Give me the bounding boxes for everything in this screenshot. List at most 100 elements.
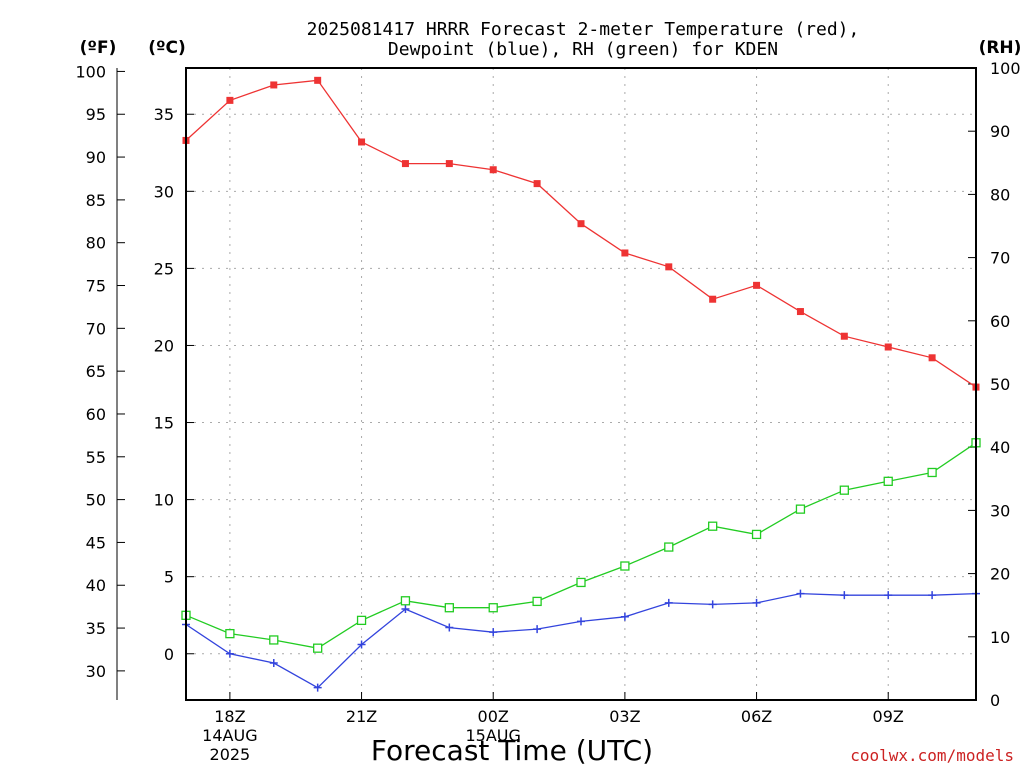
- temperature-line: [185, 79, 977, 388]
- time-tick-label: 03Z: [609, 707, 640, 726]
- fahrenheit-unit-label: (ºF): [80, 38, 117, 58]
- temperature-point: [401, 160, 409, 168]
- celsius-tick-label: 15: [154, 414, 174, 433]
- celsius-tick-label: 20: [154, 336, 174, 355]
- fahrenheit-tick-label: 100: [75, 62, 106, 81]
- relative_humidity-point: [795, 504, 806, 514]
- temperature-point: [928, 354, 936, 362]
- rh-tick-label: 50: [990, 375, 1010, 394]
- fahrenheit-tick-label: 90: [86, 148, 106, 167]
- fahrenheit-tick-label: 80: [86, 234, 106, 253]
- dewpoint-line: [185, 592, 977, 689]
- dewpoint-point: [357, 640, 366, 649]
- temperature-point: [840, 332, 848, 340]
- temperature-point: [270, 81, 278, 89]
- relative_humidity-point: [751, 529, 762, 540]
- chart-title-line-2: Dewpoint (blue), RH (green) for KDEN: [388, 39, 778, 60]
- chart-title-line-1: 2025081417 HRRR Forecast 2-meter Tempera…: [307, 19, 860, 40]
- dewpoint-point: [577, 617, 585, 626]
- relative_humidity-point: [444, 603, 454, 613]
- dewpoint-point: [708, 600, 717, 609]
- relative_humidity-point: [839, 485, 849, 495]
- time-tick-label: 14AUG: [202, 726, 257, 745]
- rh-tick-label: 70: [990, 249, 1010, 268]
- celsius-tick-label: 30: [154, 182, 174, 201]
- dewpoint-point: [620, 612, 629, 621]
- temperature-point: [358, 138, 366, 146]
- celsius-tick-label: 5: [164, 568, 174, 587]
- time-tick-label: 18Z: [214, 707, 245, 726]
- temperature-point: [709, 295, 717, 303]
- time-tick-label: 09Z: [873, 707, 904, 726]
- temperature-point: [489, 166, 497, 174]
- relative_humidity-point: [532, 596, 542, 607]
- relative_humidity-point: [664, 542, 674, 552]
- rh-tick-label: 90: [990, 122, 1010, 141]
- time-tick-label: 2025: [210, 745, 251, 764]
- rh-tick-label: 0: [990, 691, 1000, 710]
- celsius-tick-label: 0: [164, 645, 174, 664]
- relative_humidity-point: [488, 603, 498, 613]
- relative_humidity-point: [400, 596, 411, 606]
- time-tick-label: 21Z: [346, 707, 377, 726]
- dewpoint-point: [664, 598, 673, 607]
- rh-tick-label: 60: [990, 312, 1010, 331]
- grid-lines: [186, 68, 976, 700]
- temperature-point: [796, 308, 804, 316]
- fahrenheit-tick-label: 35: [86, 619, 106, 638]
- dewpoint-point: [269, 659, 278, 668]
- data-series: [181, 76, 981, 692]
- rh-tick-label: 100: [990, 59, 1021, 78]
- dewpoint-point: [401, 605, 410, 614]
- fahrenheit-tick-label: 75: [86, 277, 106, 296]
- relative_humidity-point: [269, 635, 279, 645]
- x-axis-label: Forecast Time (UTC): [371, 734, 653, 767]
- relative_humidity-point: [883, 476, 893, 486]
- rh-tick-label: 30: [990, 501, 1010, 520]
- fahrenheit-tick-label: 60: [86, 405, 106, 424]
- temperature-point: [665, 263, 673, 271]
- dewpoint-point: [928, 591, 937, 600]
- relative_humidity-point: [313, 643, 323, 653]
- rh-tick-label: 10: [990, 628, 1010, 647]
- relative_humidity-point: [708, 521, 718, 531]
- time-tick-label: 00Z: [478, 707, 509, 726]
- fahrenheit-tick-label: 70: [86, 319, 106, 338]
- dewpoint-point: [489, 628, 498, 637]
- dewpoint-point: [313, 683, 322, 692]
- fahrenheit-tick-label: 55: [86, 448, 106, 467]
- fahrenheit-tick-label: 45: [86, 533, 106, 552]
- plot-frame: [185, 67, 977, 701]
- fahrenheit-tick-label: 85: [86, 191, 106, 210]
- fahrenheit-tick-label: 40: [86, 576, 106, 595]
- fahrenheit-tick-label: 95: [86, 105, 106, 124]
- temperature-point: [445, 160, 453, 168]
- fahrenheit-tick-label: 65: [86, 362, 106, 381]
- temperature-point: [533, 180, 541, 188]
- dewpoint-point: [533, 625, 542, 634]
- fahrenheit-tick-label: 50: [86, 491, 106, 510]
- celsius-tick-label: 35: [154, 105, 174, 124]
- dewpoint-point: [884, 591, 893, 600]
- temperature-point: [621, 249, 629, 257]
- rh-unit-label: (RH): [979, 38, 1022, 58]
- dewpoint-point: [840, 591, 849, 600]
- temperature-point: [577, 220, 585, 228]
- rh-tick-label: 80: [990, 185, 1010, 204]
- relative_humidity-point: [927, 467, 937, 478]
- temperature-point: [226, 96, 234, 104]
- credit-text: coolwx.com/models: [850, 746, 1014, 765]
- dewpoint-point: [752, 598, 761, 607]
- relative_humidity-point: [620, 561, 630, 571]
- temperature-point: [753, 281, 761, 289]
- relative_humidity-point: [225, 628, 235, 639]
- dewpoint-point: [796, 589, 805, 598]
- celsius-tick-label: 10: [154, 491, 174, 510]
- rh-tick-label: 20: [990, 565, 1010, 584]
- rh-tick-label: 40: [990, 438, 1010, 457]
- temperature-point: [314, 76, 322, 84]
- celsius-unit-label: (ºC): [148, 38, 186, 58]
- dewpoint-point: [225, 649, 234, 658]
